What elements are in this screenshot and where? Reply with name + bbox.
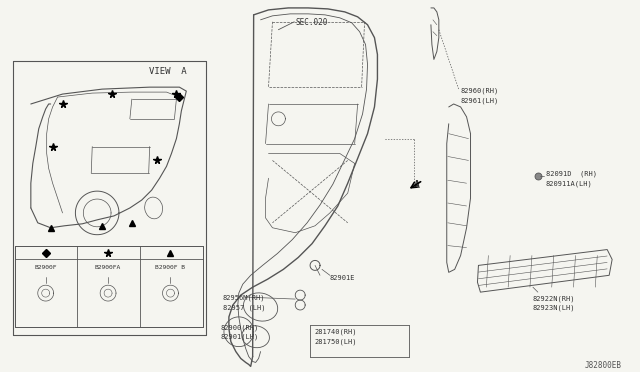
Text: 82960(RH): 82960(RH) <box>461 87 499 94</box>
Text: 82901E: 82901E <box>330 275 355 281</box>
Text: 82091D  (RH): 82091D (RH) <box>546 170 596 177</box>
Text: 82900(RH): 82900(RH) <box>221 325 259 331</box>
Text: 820911A(LH): 820911A(LH) <box>546 180 593 187</box>
Text: 82923N(LH): 82923N(LH) <box>533 304 575 311</box>
Text: 82922N(RH): 82922N(RH) <box>533 295 575 302</box>
Text: 281750(LH): 281750(LH) <box>314 339 356 345</box>
Text: J82800EB: J82800EB <box>585 362 622 371</box>
Text: A: A <box>414 180 420 190</box>
Text: 281740(RH): 281740(RH) <box>314 329 356 335</box>
Text: B2900FA: B2900FA <box>95 265 121 270</box>
Text: 82957 (LH): 82957 (LH) <box>223 304 266 311</box>
Text: B2900F B: B2900F B <box>156 265 186 270</box>
Text: SEC.020: SEC.020 <box>295 18 328 27</box>
Text: B2900F: B2900F <box>35 265 57 270</box>
Text: 82901(LH): 82901(LH) <box>221 334 259 340</box>
Text: 82956M(RH): 82956M(RH) <box>223 294 266 301</box>
Text: 82961(LH): 82961(LH) <box>461 97 499 103</box>
Text: VIEW  A: VIEW A <box>148 67 186 76</box>
